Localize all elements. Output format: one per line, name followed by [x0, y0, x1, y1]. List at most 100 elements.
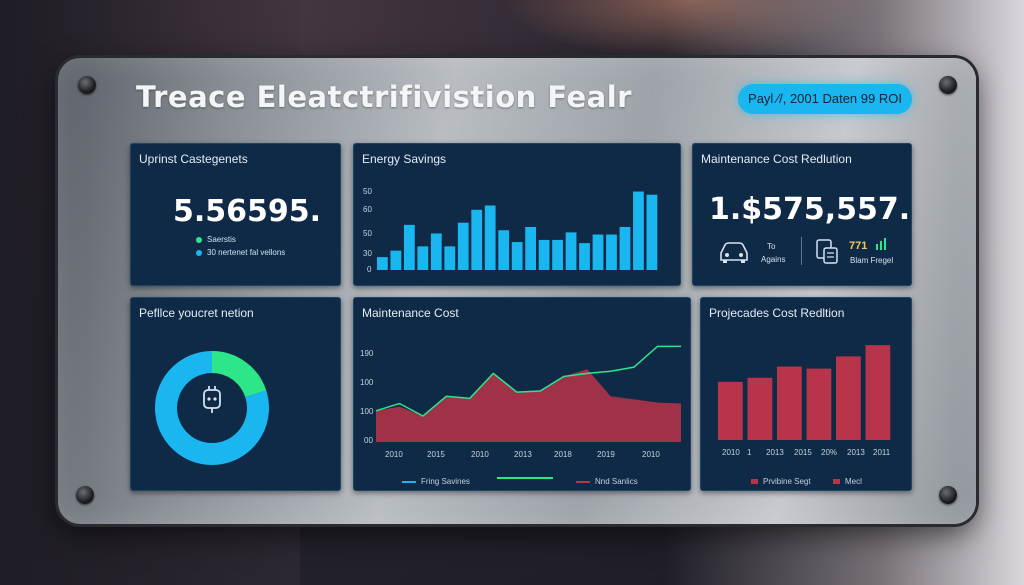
x-tick: 2013	[847, 448, 865, 457]
card-title: Projecades Cost Redltion	[709, 306, 845, 320]
calendar-calculator-icon	[816, 239, 838, 264]
card-title: Maintenance Cost Redlution	[701, 152, 852, 166]
maintenance-reduction-value: 1.$575,557.	[709, 192, 911, 227]
legend-item: Saerstis	[196, 235, 236, 244]
green-dot-icon	[196, 236, 202, 243]
legend-label: 30 nertenet fal vellons	[207, 248, 286, 257]
ev-plug-icon	[203, 386, 221, 413]
x-tick: 20%	[821, 448, 838, 457]
x-tick: 2010	[385, 450, 403, 459]
energy-bar	[538, 239, 550, 270]
car-icon	[720, 242, 748, 263]
car-small-label: To	[767, 242, 776, 251]
x-tick: 2015	[794, 448, 812, 457]
red-line-icon	[576, 480, 590, 483]
card-title: Maintenance Cost	[362, 306, 459, 320]
green-line-icon	[497, 477, 553, 479]
x-tick: 2010	[722, 448, 740, 457]
roi-badge[interactable]: Payl ⁄/, 2001 Daten 99 ROI	[738, 84, 912, 114]
red-square-icon	[833, 479, 840, 484]
projected-bar	[836, 356, 861, 440]
energy-bar	[525, 227, 537, 270]
legend-item: Mecl	[833, 477, 862, 486]
red-square-icon	[751, 479, 758, 484]
maintenance-cost-card: Maintenance Cost 190 100 100 00 2010 201…	[353, 297, 691, 491]
y-tick: 30	[363, 249, 372, 258]
cyan-line-icon	[402, 480, 416, 483]
y-tick: 100	[360, 407, 374, 416]
projected-bar	[806, 368, 832, 440]
upfront-cost-card: Uprinst Castegenets 5.56595. Saerstis 30…	[130, 143, 341, 286]
energy-bar	[552, 239, 563, 270]
energy-bar-chart	[377, 191, 658, 270]
energy-bar	[444, 246, 456, 270]
maintenance-area-chart	[375, 345, 681, 442]
y-tick: 100	[360, 378, 374, 387]
energy-bar	[619, 227, 631, 270]
legend-item: Fring Savines	[402, 477, 470, 486]
projected-bar	[718, 381, 743, 440]
screw-icon	[78, 76, 96, 94]
y-tick: 50	[363, 187, 372, 196]
energy-bar	[471, 209, 483, 270]
donut-chart	[155, 351, 269, 465]
legend-item	[497, 477, 553, 479]
x-tick: 2011	[873, 448, 891, 457]
x-tick: 2013	[766, 448, 784, 457]
energy-bar	[606, 234, 617, 270]
energy-savings-card: Energy Savings 50 60 50 30 0	[353, 143, 681, 286]
legend-label: Saerstis	[207, 235, 236, 244]
x-tick: 2010	[471, 450, 489, 459]
y-tick: 190	[360, 349, 374, 358]
projected-bar	[747, 377, 773, 440]
x-tick: 2019	[597, 450, 615, 459]
x-tick: 2018	[554, 450, 572, 459]
energy-bar	[633, 191, 644, 270]
x-tick: 1	[747, 448, 752, 457]
energy-bar	[498, 230, 510, 270]
x-tick: 2010	[642, 450, 660, 459]
legend-label: Prvibine Segt	[763, 477, 811, 486]
page-title: Treace Eleatctrifivistion Fealr	[136, 80, 632, 114]
car-label: Agains	[761, 255, 786, 264]
x-tick: 2015	[427, 450, 445, 459]
divider	[801, 237, 802, 265]
calendar-value: 771	[849, 240, 868, 252]
donut-slice	[211, 351, 267, 398]
legend-item: 30 nertenet fal vellons	[196, 248, 285, 257]
legend-label: Fring Savines	[421, 477, 470, 486]
legend-item: Prvibine Segt	[751, 477, 811, 486]
legend-label: Nnd Sanlics	[595, 477, 638, 486]
card-title: Uprinst Castegenets	[139, 152, 248, 166]
y-tick: 00	[364, 436, 373, 445]
energy-bar	[403, 224, 415, 270]
energy-bar	[592, 234, 604, 270]
y-tick: 0	[367, 265, 372, 274]
energy-bar	[417, 246, 429, 270]
cyan-dot-icon	[196, 249, 202, 256]
maintenance-reduction-card: Maintenance Cost Redlution 1.$575,557. T…	[692, 143, 912, 286]
projected-bar-chart	[718, 345, 891, 440]
donut-slice	[155, 351, 269, 465]
energy-bar	[390, 250, 402, 270]
projected-cost-card: Projecades Cost Redltion 2010 1 2013 201…	[700, 297, 912, 491]
energy-bar	[457, 222, 469, 270]
area-series-red	[376, 369, 681, 442]
line-series-green	[375, 345, 681, 417]
polish-donut-card: Pefllce youcret netion	[130, 297, 341, 491]
card-title: Energy Savings	[362, 152, 447, 166]
energy-bar	[484, 205, 496, 270]
upfront-value: 5.56595.	[173, 194, 322, 229]
x-tick: 2013	[514, 450, 532, 459]
projected-bar	[777, 366, 802, 440]
energy-bar	[565, 232, 577, 270]
legend-item: Nnd Sanlics	[576, 477, 638, 486]
screw-icon	[76, 486, 94, 504]
energy-bar	[511, 242, 523, 270]
energy-bar	[377, 257, 388, 270]
calendar-label: Blam Fregel	[850, 256, 894, 265]
energy-bar	[646, 194, 658, 270]
card-title: Pefllce youcret netion	[139, 306, 254, 320]
legend-label: Mecl	[845, 477, 862, 486]
screw-icon	[939, 486, 957, 504]
